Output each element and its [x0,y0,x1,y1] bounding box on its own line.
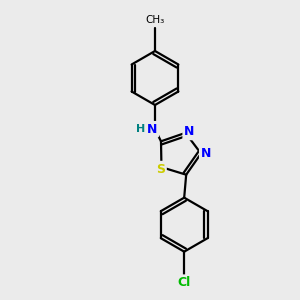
Text: S: S [156,163,165,176]
Text: H: H [136,124,146,134]
Text: N: N [147,123,157,136]
Text: N: N [201,147,211,160]
Text: N: N [184,125,195,138]
Text: CH₃: CH₃ [146,15,165,25]
Text: Cl: Cl [178,276,191,289]
